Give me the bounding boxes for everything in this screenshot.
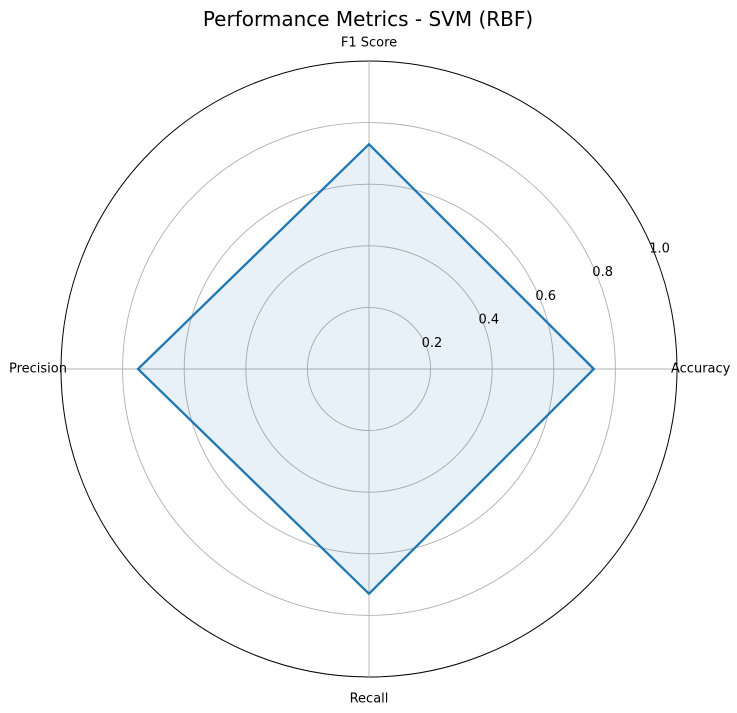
radial-tick-label: 1.0 xyxy=(649,242,670,257)
spoke-layer xyxy=(61,61,677,677)
category-label-recall: Recall xyxy=(350,692,389,707)
radial-tick-label: 0.6 xyxy=(535,289,556,304)
category-labels: Accuracy F1 Score Precision Recall xyxy=(9,36,731,707)
category-label-precision: Precision xyxy=(9,362,67,377)
radial-tick-label: 0.4 xyxy=(478,312,499,327)
radial-tick-labels: 0.2 0.4 0.6 0.8 1.0 xyxy=(422,242,670,351)
radial-tick-label: 0.2 xyxy=(422,336,443,351)
series-fill-area xyxy=(138,144,594,594)
category-label-accuracy: Accuracy xyxy=(671,362,731,377)
series-layer xyxy=(136,142,596,596)
category-label-f1-score: F1 Score xyxy=(341,36,397,51)
chart-title: Performance Metrics - SVM (RBF) xyxy=(203,7,533,31)
radial-tick-label: 0.8 xyxy=(592,265,613,280)
